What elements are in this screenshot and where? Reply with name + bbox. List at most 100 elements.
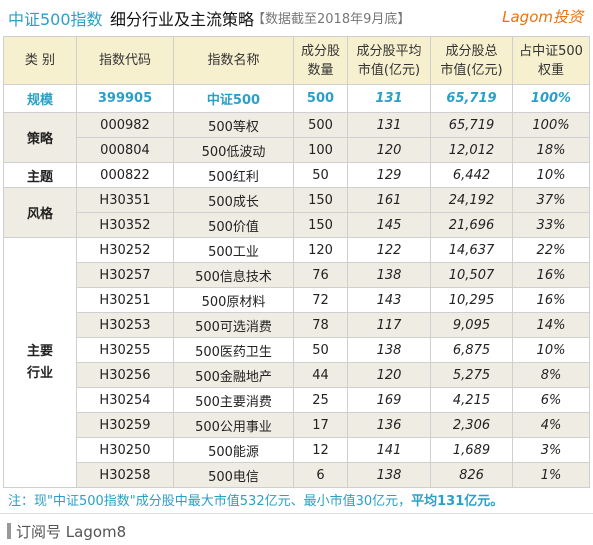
cell-avg-cap: 120 xyxy=(347,362,431,388)
footnote: 注：现"中证500指数"成分股中最大市值532亿元、最小市值30亿元，平均131… xyxy=(8,490,503,509)
cell-total-cap: 6,875 xyxy=(430,337,513,363)
cell-name: 500成长 xyxy=(173,187,294,213)
col-header-name: 指数名称 xyxy=(173,36,294,85)
col-header-category: 类 别 xyxy=(3,36,77,85)
cell-avg-cap: 138 xyxy=(347,337,431,363)
scale-name: 中证500 xyxy=(173,84,294,113)
cell-name: 500价值 xyxy=(173,212,294,238)
cell-count: 72 xyxy=(293,287,348,313)
table-row: 主题 000822 500红利 50 129 6,442 10% xyxy=(3,162,590,188)
cell-name: 500等权 xyxy=(173,112,294,138)
cell-count: 150 xyxy=(293,187,348,213)
cell-code: H30250 xyxy=(76,437,174,463)
table-row: H30256 500金融地产 44 120 5,275 8% xyxy=(4,362,590,388)
cell-code: H30253 xyxy=(76,312,174,338)
cell-avg-cap: 129 xyxy=(347,162,431,188)
cell-total-cap: 10,295 xyxy=(430,287,513,313)
cell-code: H30258 xyxy=(76,462,174,488)
cell-weight: 16% xyxy=(512,262,590,288)
cell-code: 000982 xyxy=(76,112,174,138)
group-label-theme: 主题 xyxy=(3,162,77,188)
cell-code: H30259 xyxy=(76,412,174,438)
scale-category: 规模 xyxy=(3,84,77,113)
cell-count: 500 xyxy=(293,112,348,138)
scale-weight: 100% xyxy=(512,84,590,113)
col-header-avg-cap: 成分股平均 市值(亿元) xyxy=(347,36,431,85)
cell-count: 50 xyxy=(293,337,348,363)
scale-row: 规模 399905 中证500 500 131 65,719 100% xyxy=(3,84,590,113)
cell-code: H30255 xyxy=(76,337,174,363)
table-row: H30253 500可选消费 78 117 9,095 14% xyxy=(4,312,590,338)
cell-code: H30351 xyxy=(76,187,174,213)
cell-count: 25 xyxy=(293,387,348,413)
cell-count: 100 xyxy=(293,137,348,163)
cell-name: 500主要消费 xyxy=(173,387,294,413)
table-row: H30251 500原材料 72 143 10,295 16% xyxy=(4,287,590,313)
cell-weight: 8% xyxy=(512,362,590,388)
cell-avg-cap: 136 xyxy=(347,412,431,438)
cell-avg-cap: 169 xyxy=(347,387,431,413)
cell-avg-cap: 120 xyxy=(347,137,431,163)
date-note: 【数据截至2018年9月底】 xyxy=(252,12,411,27)
cell-avg-cap: 131 xyxy=(347,112,431,138)
title-subtitle: 细分行业及主流策略 xyxy=(110,10,255,29)
cell-count: 50 xyxy=(293,162,348,188)
cell-name: 500电信 xyxy=(173,462,294,488)
cell-avg-cap: 138 xyxy=(347,462,431,488)
cell-count: 78 xyxy=(293,312,348,338)
table-row: 策略 000982 500等权 500 131 65,719 100% xyxy=(3,112,590,163)
cell-total-cap: 826 xyxy=(430,462,513,488)
group-label-style: 风格 xyxy=(3,187,77,238)
cell-name: 500能源 xyxy=(173,437,294,463)
cell-count: 150 xyxy=(293,212,348,238)
cell-code: H30251 xyxy=(76,287,174,313)
cell-code: H30252 xyxy=(76,237,174,263)
group-label-industry: 主要 行业 xyxy=(3,237,77,488)
cell-name: 500原材料 xyxy=(173,287,294,313)
col-header-weight: 占中证500 权重 xyxy=(512,36,590,85)
cell-count: 6 xyxy=(293,462,348,488)
cell-count: 76 xyxy=(293,262,348,288)
cell-count: 17 xyxy=(293,412,348,438)
cell-total-cap: 6,442 xyxy=(430,162,513,188)
cell-avg-cap: 143 xyxy=(347,287,431,313)
cell-count: 12 xyxy=(293,437,348,463)
footer-bar-icon xyxy=(7,523,11,539)
cell-avg-cap: 138 xyxy=(347,262,431,288)
cell-code: H30256 xyxy=(76,362,174,388)
title-bar: 中证500指数 细分行业及主流策略 【数据截至2018年9月底】 Lagom投资 xyxy=(0,0,593,36)
footnote-text: 注：现"中证500指数"成分股中最大市值532亿元、最小市值30亿元， xyxy=(8,494,412,509)
table-row: 000804 500低波动 100 120 12,012 18% xyxy=(4,137,590,163)
cell-total-cap: 65,719 xyxy=(430,112,513,138)
cell-total-cap: 21,696 xyxy=(430,212,513,238)
col-header-code: 指数代码 xyxy=(76,36,174,85)
table-row: H30257 500信息技术 76 138 10,507 16% xyxy=(4,262,590,288)
scale-total-cap: 65,719 xyxy=(430,84,513,113)
cell-name: 500可选消费 xyxy=(173,312,294,338)
cell-weight: 16% xyxy=(512,287,590,313)
cell-total-cap: 14,637 xyxy=(430,237,513,263)
cell-code: H30254 xyxy=(76,387,174,413)
footnote-highlight: 平均131亿元。 xyxy=(411,494,504,509)
cell-avg-cap: 122 xyxy=(347,237,431,263)
index-title: 中证500指数 xyxy=(8,10,103,29)
cell-total-cap: 9,095 xyxy=(430,312,513,338)
cell-total-cap: 12,012 xyxy=(430,137,513,163)
cell-name: 500低波动 xyxy=(173,137,294,163)
col-header-count: 成分股 数量 xyxy=(293,36,348,85)
table-row: H30258 500电信 6 138 826 1% xyxy=(4,462,590,488)
subscription-label: 订阅号 Lagom8 xyxy=(16,523,127,541)
table-row: H30352 500价值 150 145 21,696 33% xyxy=(4,212,590,238)
cell-avg-cap: 161 xyxy=(347,187,431,213)
table-row: H30254 500主要消费 25 169 4,215 6% xyxy=(4,387,590,413)
cell-count: 120 xyxy=(293,237,348,263)
scale-count: 500 xyxy=(293,84,348,113)
cell-name: 500公用事业 xyxy=(173,412,294,438)
cell-weight: 6% xyxy=(512,387,590,413)
cell-avg-cap: 141 xyxy=(347,437,431,463)
cell-weight: 100% xyxy=(512,112,590,138)
group-label-strategy: 策略 xyxy=(3,112,77,163)
brand-logo: Lagom投资 xyxy=(502,8,583,26)
cell-avg-cap: 117 xyxy=(347,312,431,338)
cell-weight: 22% xyxy=(512,237,590,263)
